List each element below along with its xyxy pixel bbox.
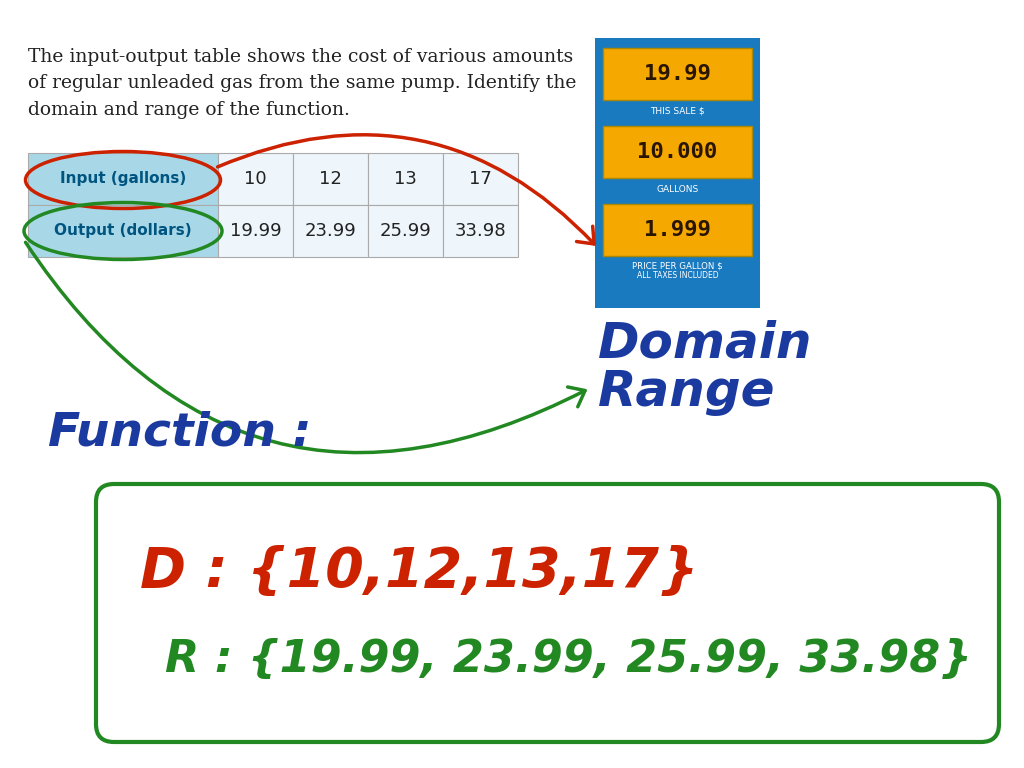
Text: R : {19.99, 23.99, 25.99, 33.98}: R : {19.99, 23.99, 25.99, 33.98} [165, 638, 972, 681]
Text: The input-output table shows the cost of various amounts
of regular unleaded gas: The input-output table shows the cost of… [28, 48, 577, 119]
Text: 10: 10 [244, 170, 267, 188]
Text: Function :: Function : [48, 410, 311, 455]
Bar [603, 204, 752, 256]
Text: GALLONS: GALLONS [656, 184, 698, 194]
Text: D : {10,12,13,17}: D : {10,12,13,17} [140, 545, 698, 599]
FancyArrowPatch shape [26, 243, 585, 452]
Text: Range: Range [598, 368, 775, 416]
Bar [603, 126, 752, 178]
Text: 12: 12 [319, 170, 342, 188]
Text: 10.000: 10.000 [637, 142, 718, 162]
Text: THIS SALE $: THIS SALE $ [650, 107, 705, 115]
Text: 19.99: 19.99 [229, 222, 282, 240]
Bar [443, 153, 518, 205]
Text: 1.999: 1.999 [644, 220, 711, 240]
Bar [293, 205, 368, 257]
Bar [595, 38, 760, 308]
Text: 23.99: 23.99 [304, 222, 356, 240]
Text: 17: 17 [469, 170, 492, 188]
Bar [218, 205, 293, 257]
Bar [603, 48, 752, 100]
Bar [443, 205, 518, 257]
Bar [218, 153, 293, 205]
Bar [28, 205, 218, 257]
Text: 25.99: 25.99 [380, 222, 431, 240]
Text: 33.98: 33.98 [455, 222, 506, 240]
Text: 13: 13 [394, 170, 417, 188]
FancyBboxPatch shape [96, 484, 999, 742]
Text: PRICE PER GALLON $: PRICE PER GALLON $ [632, 261, 723, 270]
Bar [293, 153, 368, 205]
Text: ALL TAXES INCLUDED: ALL TAXES INCLUDED [637, 271, 718, 280]
Bar [28, 153, 218, 205]
FancyArrowPatch shape [217, 134, 594, 244]
Text: Domain: Domain [598, 320, 812, 368]
Bar [368, 205, 443, 257]
Text: 19.99: 19.99 [644, 64, 711, 84]
Bar [368, 153, 443, 205]
Text: Output (dollars): Output (dollars) [54, 223, 191, 239]
Text: Input (gallons): Input (gallons) [59, 171, 186, 187]
